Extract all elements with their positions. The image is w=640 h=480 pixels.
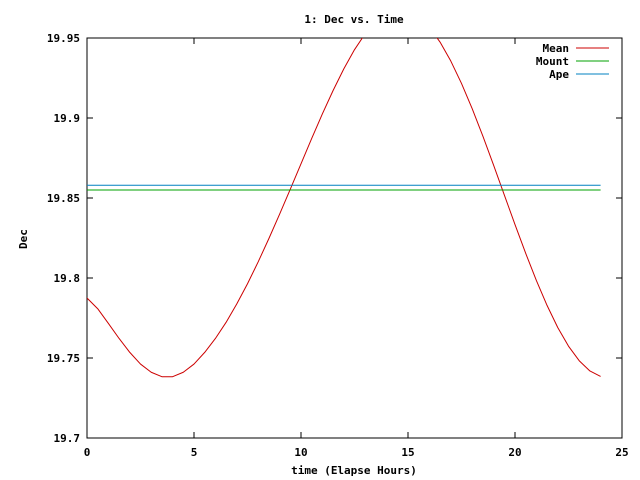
x-tick-label: 15 [401,446,414,459]
x-tick-label: 25 [615,446,628,459]
x-tick-label: 5 [191,446,198,459]
y-tick-label: 19.7 [54,432,81,445]
legend-label-mount: Mount [536,55,569,68]
y-tick-label: 19.85 [47,192,80,205]
legend-label-ape: Ape [549,68,569,81]
y-axis-label: Dec [17,229,30,249]
plot-frame [86,37,623,439]
legend-label-mean: Mean [543,42,570,55]
chart-title: 1: Dec vs. Time [304,13,404,26]
y-tick-label: 19.95 [47,32,80,45]
x-tick-label: 10 [294,446,307,459]
y-tick-label: 19.9 [54,112,81,125]
x-tick-label: 0 [84,446,91,459]
x-tick-label: 20 [508,446,521,459]
x-axis-ticks: 0 5 10 15 20 25 [84,38,629,459]
y-tick-label: 19.75 [47,352,80,365]
y-tick-label: 19.8 [54,272,81,285]
y-axis-ticks: 19.7 19.75 19.8 19.85 19.9 19.95 [47,32,622,445]
series-layer [87,38,601,378]
x-axis-label: time (Elapse Hours) [291,464,417,477]
series-line-mean [87,38,601,378]
